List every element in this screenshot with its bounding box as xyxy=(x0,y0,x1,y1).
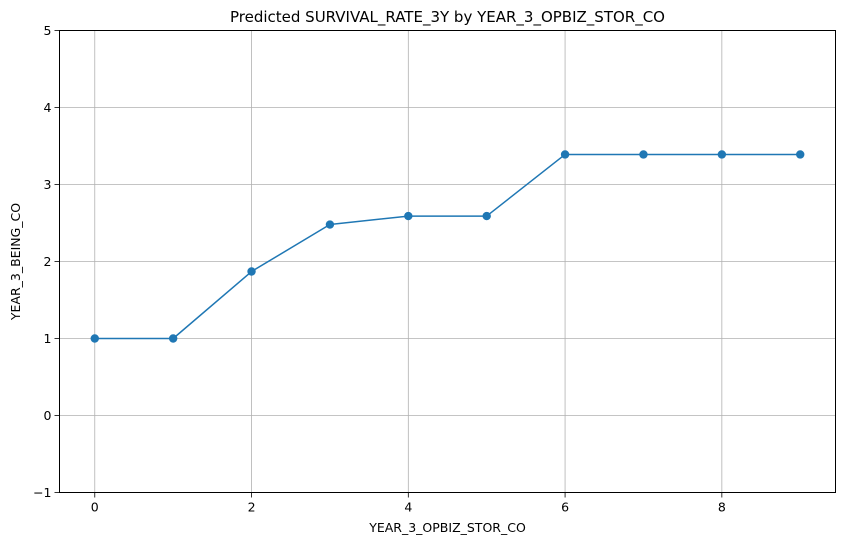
x-tick-label: 4 xyxy=(404,500,412,515)
y-tick-label: −1 xyxy=(33,485,51,500)
data-point xyxy=(404,211,413,221)
y-axis: −1 0 1 2 3 4 5 xyxy=(33,23,60,500)
y-tick-label: 3 xyxy=(44,177,52,192)
y-tick-label: 1 xyxy=(44,331,52,346)
data-point xyxy=(560,150,570,159)
data-series xyxy=(90,150,805,343)
y-tick-label: 4 xyxy=(44,100,52,115)
data-point xyxy=(168,334,178,343)
y-tick-label: 0 xyxy=(44,408,52,423)
chart-title: Predicted SURVIVAL_RATE_3Y by YEAR_3_OPB… xyxy=(230,8,665,27)
y-tick-label: 5 xyxy=(44,23,52,38)
y-axis-title: YEAR_3_BEING_CO xyxy=(8,203,23,321)
x-axis: 0 2 4 6 8 xyxy=(91,492,726,515)
data-point xyxy=(325,220,335,229)
data-point xyxy=(247,267,256,276)
data-point xyxy=(639,150,648,159)
x-tick-label: 6 xyxy=(561,500,569,515)
data-point xyxy=(796,150,805,159)
series-line xyxy=(94,153,801,340)
y-tick-label: 2 xyxy=(44,254,52,269)
x-axis-title: YEAR_3_OPBIZ_STOR_CO xyxy=(368,520,526,535)
data-point xyxy=(717,150,727,159)
x-tick-label: 8 xyxy=(718,500,726,515)
data-point xyxy=(482,211,491,221)
x-tick-label: 0 xyxy=(91,500,99,515)
data-point xyxy=(90,334,99,343)
x-tick-label: 2 xyxy=(248,500,256,515)
